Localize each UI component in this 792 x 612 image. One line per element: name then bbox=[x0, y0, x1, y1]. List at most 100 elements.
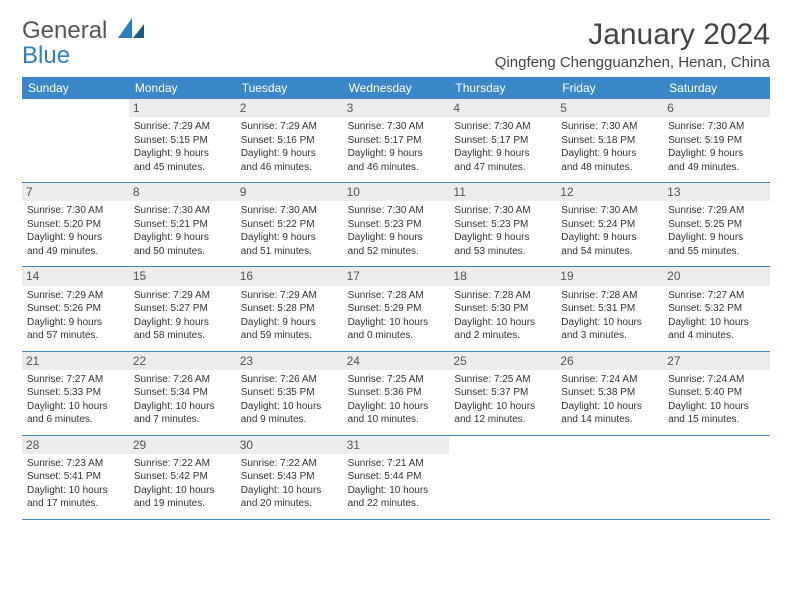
day-number: 10 bbox=[343, 183, 450, 201]
day-of-week-row: SundayMondayTuesdayWednesdayThursdayFrid… bbox=[22, 77, 770, 99]
day-cell: 13Sunrise: 7:29 AMSunset: 5:25 PMDayligh… bbox=[663, 183, 770, 266]
day-cell: 30 Sunrise: 7:22 AMSunset: 5:43 PMDayligh… bbox=[236, 436, 343, 519]
day-info-line: Sunset: 5:20 PM bbox=[27, 218, 124, 232]
header: General Blue January 2024 Qingfeng Cheng… bbox=[22, 18, 770, 71]
day-info-line: Sunrise: 7:30 AM bbox=[348, 120, 445, 134]
day-info-line: Sunset: 5:41 PM bbox=[27, 470, 124, 484]
day-number: 18 bbox=[449, 267, 556, 285]
day-info-line: Sunrise: 7:29 AM bbox=[241, 289, 338, 303]
day-info-line: and 15 minutes. bbox=[668, 413, 765, 427]
day-info-line: Daylight: 10 hours bbox=[348, 316, 445, 330]
day-info-line: Sunrise: 7:28 AM bbox=[348, 289, 445, 303]
day-info-line: Daylight: 9 hours bbox=[348, 147, 445, 161]
day-cell: 1Sunrise: 7:29 AMSunset: 5:15 PMDaylight… bbox=[129, 99, 236, 182]
day-number: 22 bbox=[129, 352, 236, 370]
day-number: 27 bbox=[663, 352, 770, 370]
day-info-line: Sunrise: 7:22 AM bbox=[241, 457, 338, 471]
day-info-line: Sunrise: 7:30 AM bbox=[134, 204, 231, 218]
day-cell: 28Sunrise: 7:23 AMSunset: 5:41 PMDayligh… bbox=[22, 436, 129, 519]
day-info-line: and 9 minutes. bbox=[241, 413, 338, 427]
day-info-line: Sunrise: 7:30 AM bbox=[241, 204, 338, 218]
day-info-line: Daylight: 9 hours bbox=[668, 231, 765, 245]
day-cell bbox=[556, 436, 663, 519]
brand-part1: General bbox=[22, 17, 107, 44]
day-number: 5 bbox=[556, 99, 663, 117]
day-info-line: Sunset: 5:24 PM bbox=[561, 218, 658, 232]
day-info-line: Sunrise: 7:26 AM bbox=[241, 373, 338, 387]
day-info-line: Daylight: 9 hours bbox=[561, 231, 658, 245]
day-info-line: Sunset: 5:23 PM bbox=[454, 218, 551, 232]
day-info-line: Sunset: 5:18 PM bbox=[561, 134, 658, 148]
day-cell: 8Sunrise: 7:30 AMSunset: 5:21 PMDaylight… bbox=[129, 183, 236, 266]
day-info-line: Sunrise: 7:22 AM bbox=[134, 457, 231, 471]
day-info-line: Sunset: 5:42 PM bbox=[134, 470, 231, 484]
day-info-line: Sunset: 5:15 PM bbox=[134, 134, 231, 148]
day-info-line: and 59 minutes. bbox=[241, 329, 338, 343]
day-number: 19 bbox=[556, 267, 663, 285]
day-info-line: and 0 minutes. bbox=[348, 329, 445, 343]
day-info-line: Sunrise: 7:26 AM bbox=[134, 373, 231, 387]
day-number: 24 bbox=[343, 352, 450, 370]
day-info-line: Sunrise: 7:25 AM bbox=[454, 373, 551, 387]
day-cell: 23Sunrise: 7:26 AMSunset: 5:35 PMDayligh… bbox=[236, 352, 343, 435]
day-info-line: Daylight: 10 hours bbox=[668, 400, 765, 414]
day-info-line: and 48 minutes. bbox=[561, 161, 658, 175]
day-number: 4 bbox=[449, 99, 556, 117]
day-number: 17 bbox=[343, 267, 450, 285]
day-info-line: Sunset: 5:19 PM bbox=[668, 134, 765, 148]
week-row: 7Sunrise: 7:30 AMSunset: 5:20 PMDaylight… bbox=[22, 183, 770, 267]
day-number: 28 bbox=[22, 436, 129, 454]
dow-cell: Friday bbox=[556, 77, 663, 99]
day-cell: 25Sunrise: 7:25 AMSunset: 5:37 PMDayligh… bbox=[449, 352, 556, 435]
day-number: 29 bbox=[129, 436, 236, 454]
day-info-line: and 50 minutes. bbox=[134, 245, 231, 259]
day-info-line: Sunset: 5:43 PM bbox=[241, 470, 338, 484]
day-number: 14 bbox=[22, 267, 129, 285]
week-row: 1Sunrise: 7:29 AMSunset: 5:15 PMDaylight… bbox=[22, 99, 770, 183]
day-cell: 5Sunrise: 7:30 AMSunset: 5:18 PMDaylight… bbox=[556, 99, 663, 182]
month-title: January 2024 bbox=[495, 18, 770, 52]
day-info-line: and 20 minutes. bbox=[241, 497, 338, 511]
day-info-line: and 53 minutes. bbox=[454, 245, 551, 259]
day-info-line: and 45 minutes. bbox=[134, 161, 231, 175]
day-info-line: Daylight: 9 hours bbox=[241, 316, 338, 330]
dow-cell: Saturday bbox=[663, 77, 770, 99]
day-info-line: and 49 minutes. bbox=[668, 161, 765, 175]
day-info-line: and 10 minutes. bbox=[348, 413, 445, 427]
day-info-line: Daylight: 9 hours bbox=[27, 316, 124, 330]
day-number: 15 bbox=[129, 267, 236, 285]
day-number: 20 bbox=[663, 267, 770, 285]
day-cell: 27Sunrise: 7:24 AMSunset: 5:40 PMDayligh… bbox=[663, 352, 770, 435]
dow-cell: Wednesday bbox=[343, 77, 450, 99]
day-cell: 12Sunrise: 7:30 AMSunset: 5:24 PMDayligh… bbox=[556, 183, 663, 266]
day-info-line: and 54 minutes. bbox=[561, 245, 658, 259]
day-info-line: and 17 minutes. bbox=[27, 497, 124, 511]
day-info-line: Sunset: 5:31 PM bbox=[561, 302, 658, 316]
day-number: 2 bbox=[236, 99, 343, 117]
day-info-line: Daylight: 9 hours bbox=[134, 147, 231, 161]
day-cell: 2Sunrise: 7:29 AMSunset: 5:16 PMDaylight… bbox=[236, 99, 343, 182]
day-info-line: Daylight: 10 hours bbox=[27, 484, 124, 498]
day-info-line: Sunset: 5:29 PM bbox=[348, 302, 445, 316]
day-info-line: Sunrise: 7:30 AM bbox=[561, 204, 658, 218]
day-info-line: Daylight: 9 hours bbox=[241, 147, 338, 161]
day-number: 3 bbox=[343, 99, 450, 117]
day-info-line: Sunrise: 7:30 AM bbox=[454, 204, 551, 218]
day-info-line: Sunset: 5:22 PM bbox=[241, 218, 338, 232]
day-info-line: and 49 minutes. bbox=[27, 245, 124, 259]
day-info-line: Daylight: 10 hours bbox=[241, 400, 338, 414]
day-info-line: Daylight: 10 hours bbox=[348, 400, 445, 414]
day-info-line: and 47 minutes. bbox=[454, 161, 551, 175]
day-cell: 29Sunrise: 7:22 AMSunset: 5:42 PMDayligh… bbox=[129, 436, 236, 519]
day-info-line: Sunrise: 7:27 AM bbox=[668, 289, 765, 303]
day-number: 30 bbox=[236, 436, 343, 454]
day-info-line: and 7 minutes. bbox=[134, 413, 231, 427]
dow-cell: Tuesday bbox=[236, 77, 343, 99]
day-info-line: Daylight: 10 hours bbox=[241, 484, 338, 498]
week-row: 21Sunrise: 7:27 AMSunset: 5:33 PMDayligh… bbox=[22, 352, 770, 436]
day-number: 11 bbox=[449, 183, 556, 201]
day-cell: 19Sunrise: 7:28 AMSunset: 5:31 PMDayligh… bbox=[556, 267, 663, 350]
day-cell: 9Sunrise: 7:30 AMSunset: 5:22 PMDaylight… bbox=[236, 183, 343, 266]
day-cell: 4Sunrise: 7:30 AMSunset: 5:17 PMDaylight… bbox=[449, 99, 556, 182]
day-info-line: Daylight: 9 hours bbox=[668, 147, 765, 161]
